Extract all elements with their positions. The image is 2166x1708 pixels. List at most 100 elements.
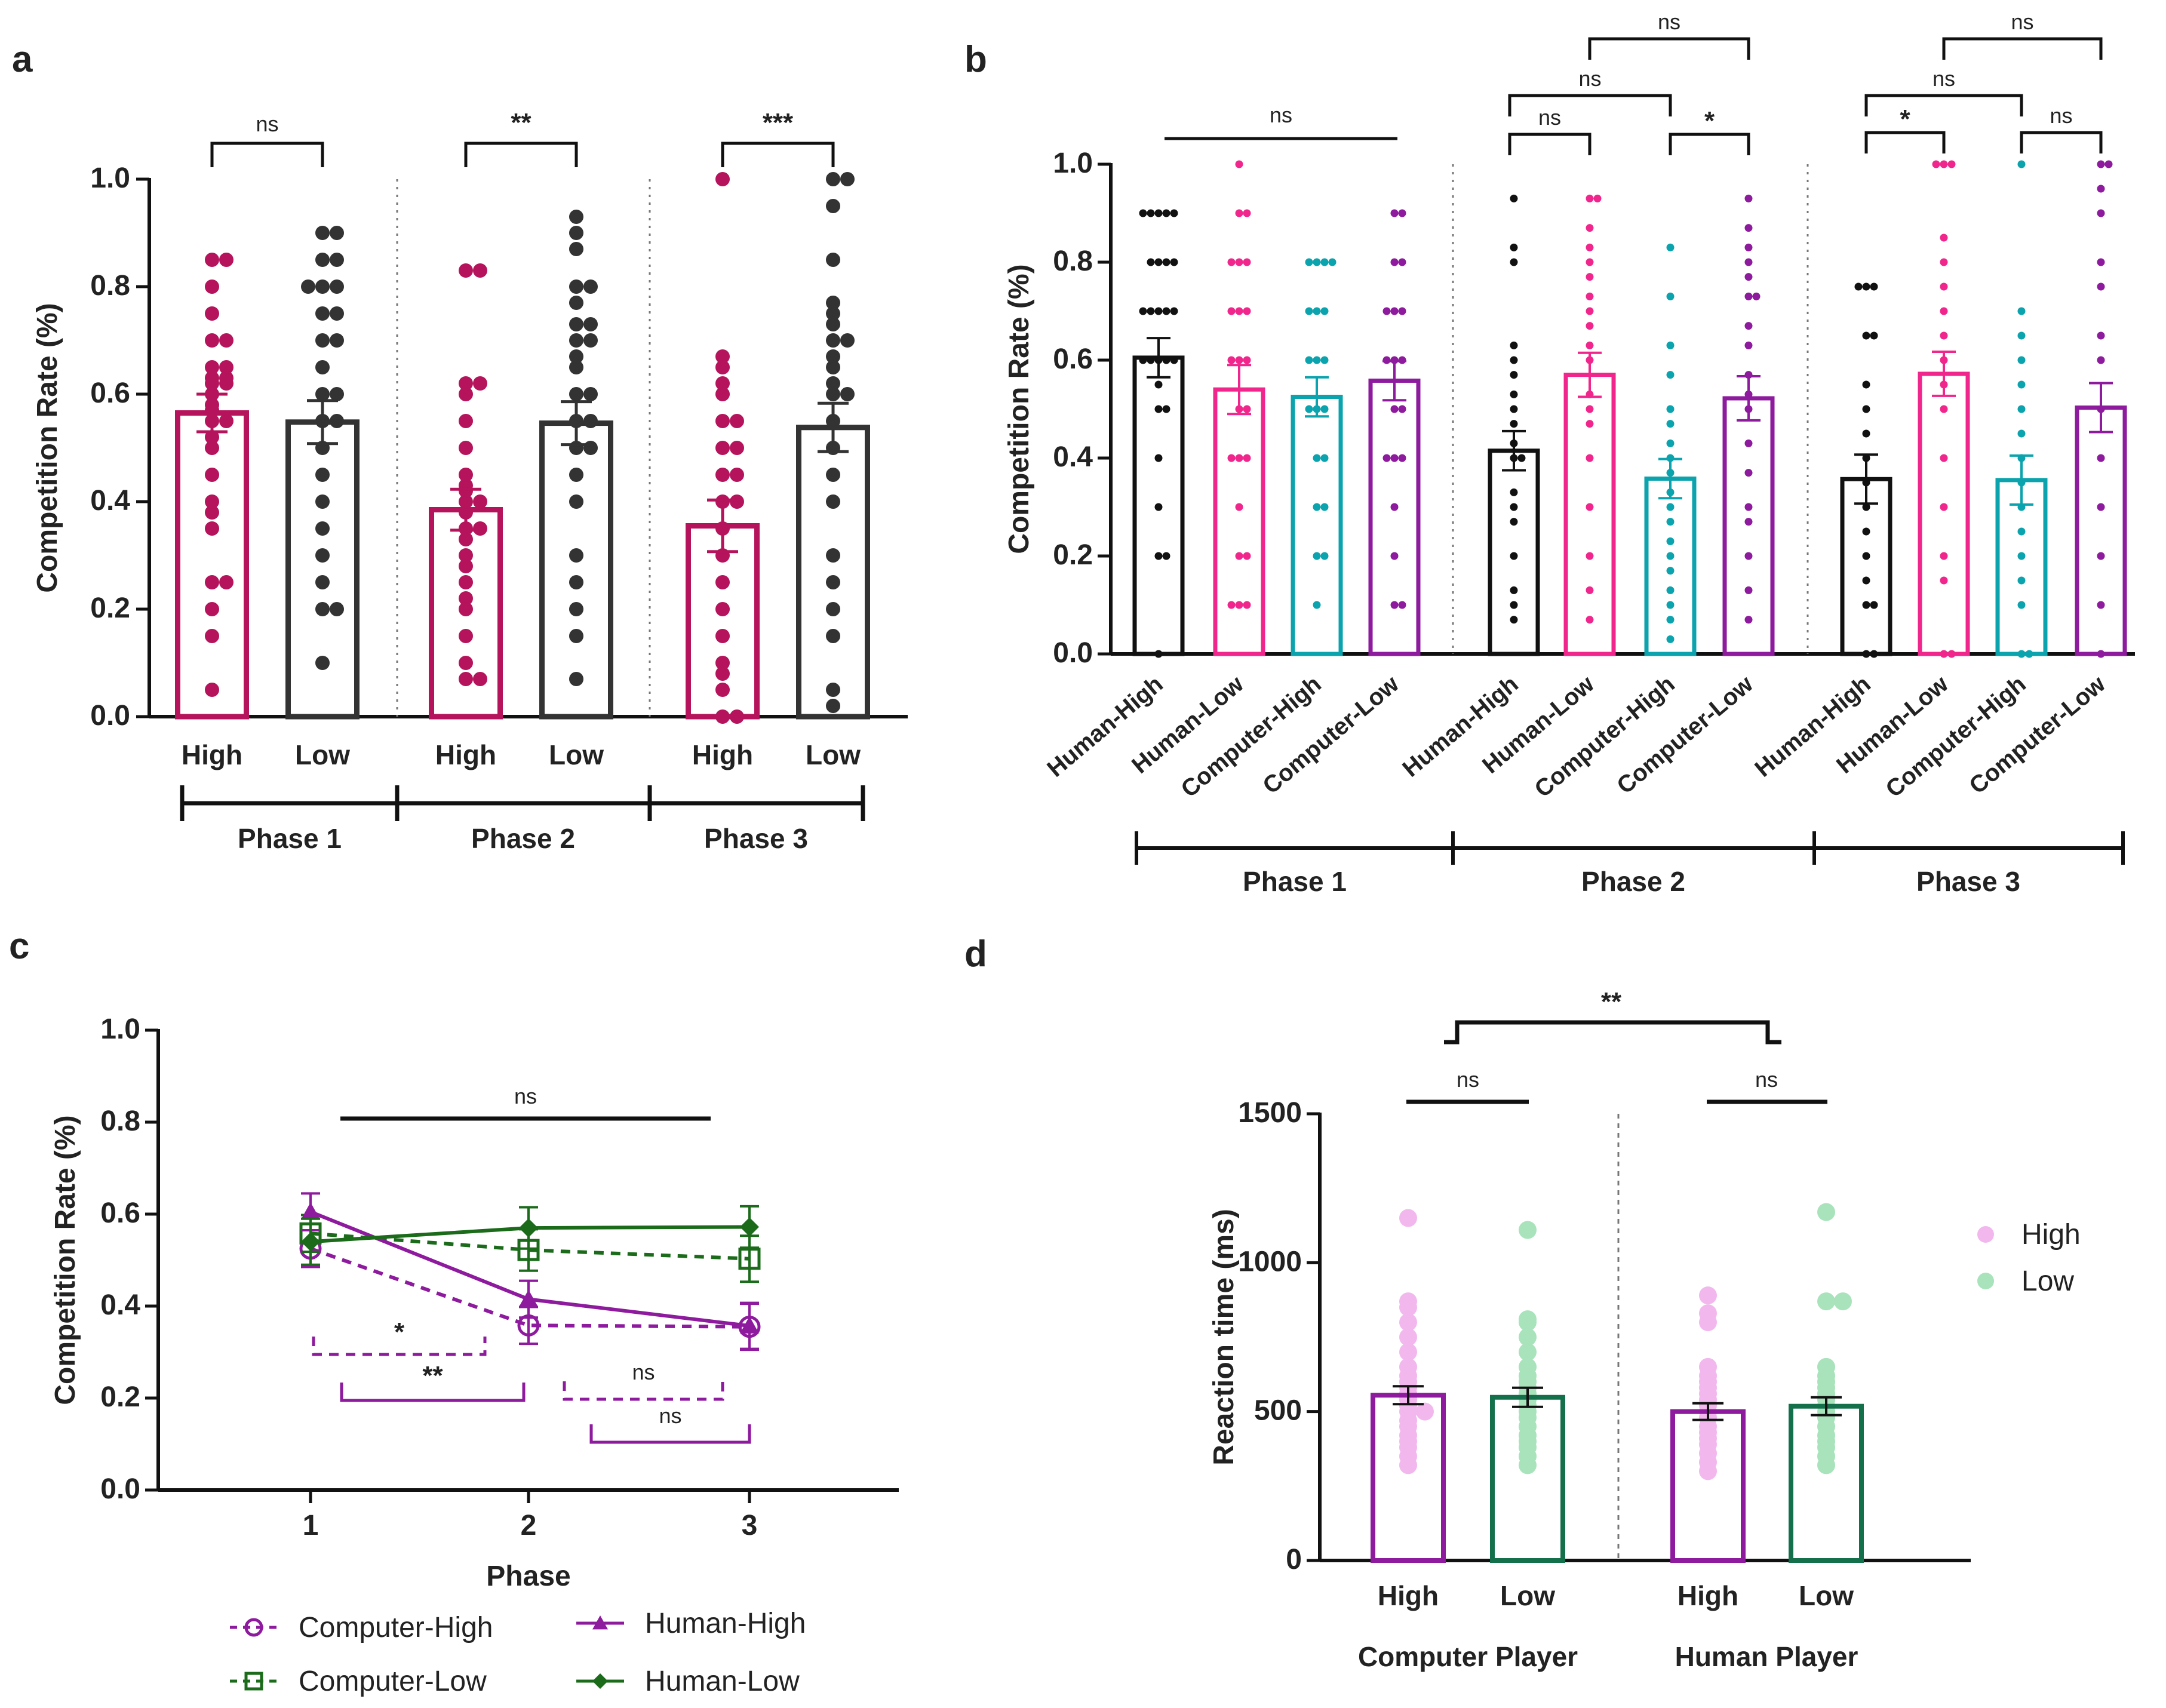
data-point [1666, 341, 1675, 349]
data-point [715, 575, 730, 589]
y-tick-label: 0.8 [1053, 245, 1093, 277]
data-point [1519, 1328, 1537, 1346]
data-point [1940, 331, 1948, 340]
data-point [1243, 307, 1251, 315]
significance-label: ** [511, 108, 531, 137]
data-point [2017, 160, 2026, 168]
data-point [1227, 307, 1236, 315]
significance-bracket [1864, 131, 1946, 153]
data-point [1744, 341, 1753, 349]
data-point [1940, 282, 1948, 291]
y-axis-label: Competition Rate (%) [1003, 264, 1035, 554]
data-point [1398, 209, 1406, 217]
data-point [569, 548, 583, 563]
data-point [2017, 380, 2026, 389]
data-point [715, 414, 730, 428]
data-point [2097, 185, 2105, 193]
data-point [1666, 420, 1675, 428]
panel-a: a 0.0 0.2 0.4 0.6 0.8 1.0 Competition Rate (%) H… [12, 39, 908, 854]
data-point [1586, 420, 1594, 428]
x-tick-label: Computer-Low [1964, 671, 2110, 800]
phase-label: Phase 1 [238, 823, 342, 854]
significance-label: ns [1578, 66, 1601, 91]
data-point [1593, 194, 1602, 202]
data-point [2017, 552, 2026, 560]
significance-bracket [1942, 37, 2103, 60]
data-point [1862, 576, 1870, 585]
data-point [459, 387, 473, 401]
data-point [1313, 258, 1321, 266]
data-point [840, 333, 855, 348]
data-point [715, 666, 730, 681]
data-point [1510, 488, 1518, 496]
panel-d: d 0 500 1000 1500 Reaction time (ms) High Low Hi… [964, 933, 2081, 1672]
data-point [1744, 258, 1753, 266]
data-point [715, 468, 730, 482]
data-point [219, 253, 234, 267]
data-point [1510, 194, 1518, 202]
data-point [1398, 454, 1406, 462]
data-point [1586, 454, 1594, 462]
phase-label: Phase 1 [1243, 866, 1347, 897]
data-point [1586, 503, 1594, 511]
data-point [1170, 307, 1178, 315]
data-point [569, 349, 583, 364]
data-point [1699, 1304, 1717, 1323]
significance-bracket [1864, 94, 2023, 116]
significance-label: ** [1601, 987, 1622, 1016]
data-point [1586, 292, 1594, 300]
data-point [459, 548, 473, 563]
data-point [583, 279, 598, 294]
data-point [1243, 258, 1251, 266]
data-point [1666, 537, 1675, 545]
significance-bracket [1669, 133, 1750, 155]
marker [244, 1672, 263, 1691]
data-point [2097, 552, 2105, 560]
y-tick-label: 0.2 [1053, 539, 1093, 571]
data-point [1390, 258, 1399, 266]
data-point [1870, 601, 1878, 609]
data-point [1666, 635, 1675, 643]
legend-label: Computer-Low [299, 1666, 487, 1697]
data-point [1328, 258, 1337, 266]
data-point [826, 699, 840, 713]
y-tick-label: 0.2 [100, 1381, 140, 1413]
x-tick-label: Computer-Low [1612, 671, 1758, 800]
significance-label: ** [422, 1361, 443, 1390]
data-point [2097, 331, 2105, 340]
data-point [1586, 307, 1594, 315]
data-point [1154, 405, 1163, 413]
y-tick-label: 0.0 [1053, 637, 1093, 669]
data-point [205, 505, 219, 520]
data-point [473, 672, 487, 686]
significance-label: * [394, 1317, 405, 1347]
data-point [1666, 243, 1675, 251]
data-point [1586, 616, 1594, 624]
data-point [569, 226, 583, 240]
significance-label: ns [1658, 10, 1680, 34]
data-point [330, 333, 344, 348]
y-tick-label: 0.8 [100, 1105, 140, 1137]
significance-label: ns [1755, 1067, 1778, 1092]
data-point [1854, 282, 1863, 291]
data-point [205, 279, 219, 294]
data-point [1510, 552, 1518, 560]
data-point [1586, 586, 1594, 594]
y-tick-label: 1500 [1238, 1097, 1302, 1129]
data-point [1666, 292, 1675, 300]
data-point [1666, 552, 1675, 560]
data-point [2017, 429, 2026, 438]
data-point [1162, 405, 1170, 413]
data-point [1744, 194, 1753, 202]
bar [285, 419, 360, 720]
data-point [315, 360, 330, 374]
data-point [1817, 1292, 1835, 1311]
significance-label: ns [256, 112, 278, 136]
significance-bracket [340, 1383, 526, 1402]
data-point [1940, 405, 1948, 413]
data-point [826, 629, 840, 643]
y-tick-label: 1.0 [1053, 148, 1093, 179]
data-point [301, 279, 315, 294]
bar [1213, 387, 1265, 656]
